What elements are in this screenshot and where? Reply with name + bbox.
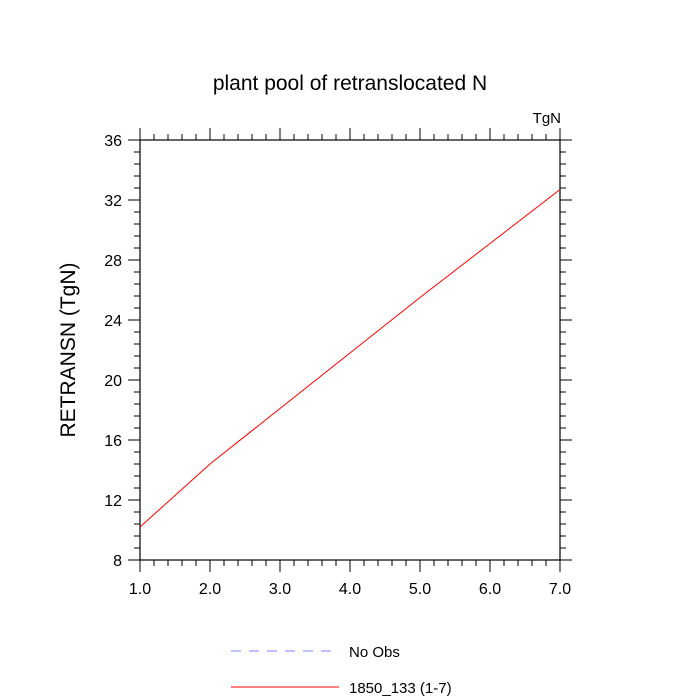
plot-frame — [139, 139, 561, 561]
y-tick-label: 32 — [104, 193, 122, 210]
series-lines — [139, 189, 561, 528]
x-tick-label: 6.0 — [479, 581, 501, 598]
x-tick-label: 2.0 — [199, 581, 221, 598]
y-tick-label: 36 — [104, 133, 122, 150]
y-tick-label: 8 — [113, 553, 122, 570]
legend-label: No Obs — [349, 644, 400, 661]
x-tick-label: 4.0 — [339, 581, 361, 598]
y-tick-label: 24 — [104, 313, 122, 330]
y-tick-label: 28 — [104, 253, 122, 270]
tick-labels: 1.0 2.0 3.0 4.0 5.0 6.0 7.0 8 12 16 20 24 28 32 36 — [104, 133, 571, 598]
x-tick-label: 3.0 — [269, 581, 291, 598]
x-tick-label: 7.0 — [549, 581, 571, 598]
legend: No Obs 1850_133 (1-7) — [231, 644, 452, 697]
x-tick-label: 5.0 — [409, 581, 431, 598]
axis-ticks — [128, 128, 572, 572]
y-tick-label: 12 — [104, 493, 122, 510]
legend-label: 1850_133 (1-7) — [349, 680, 452, 697]
units-label: TgN — [533, 110, 561, 127]
y-tick-label: 20 — [104, 373, 122, 390]
y-axis-label: RETRANSN (TgN) — [57, 262, 80, 437]
y-tick-label: 16 — [104, 433, 122, 450]
x-tick-label: 1.0 — [129, 581, 151, 598]
series-line — [139, 189, 561, 528]
chart-title: plant pool of retranslocated N — [213, 72, 487, 95]
